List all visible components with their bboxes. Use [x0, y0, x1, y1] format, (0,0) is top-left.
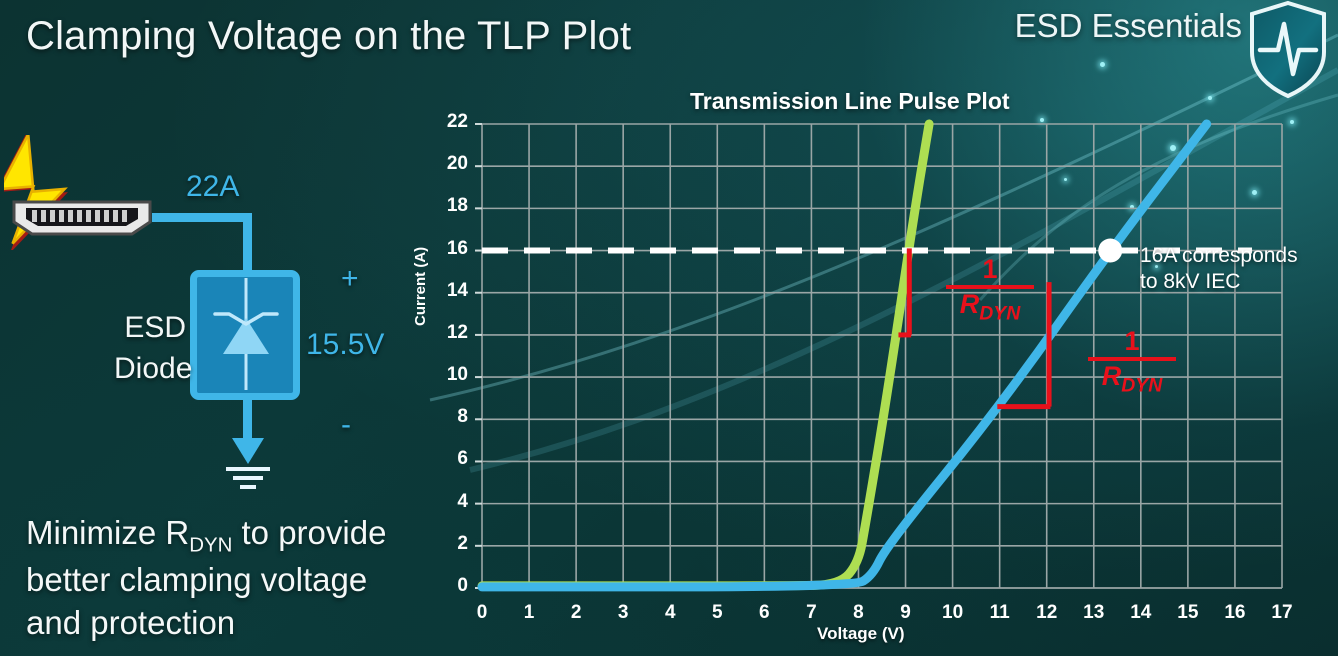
series-high-rdyn-device	[477, 119, 1212, 592]
takeaway-line-2: better clamping voltage	[26, 561, 368, 599]
takeaway-line-1: Minimize RDYN to provide	[26, 512, 386, 559]
chart-markers	[1098, 238, 1123, 263]
star-decor	[1170, 145, 1176, 151]
chart-series-group	[477, 119, 1212, 592]
series-low-rdyn-device	[477, 119, 934, 591]
page-title: Clamping Voltage on the TLP Plot	[26, 14, 632, 58]
chart-plot-area	[475, 119, 1283, 592]
rdyn-blue-den-sub: DYN	[1121, 374, 1163, 397]
y-tick-label: 4	[457, 490, 468, 512]
x-tick-label: 17	[1271, 602, 1293, 623]
device-label-line1: ESD	[124, 311, 186, 344]
x-tick-label: 14	[1130, 602, 1152, 623]
y-tick-label: 14	[446, 279, 468, 301]
rdyn-blue-den-main: R	[1101, 361, 1122, 391]
star-decor	[1155, 265, 1158, 268]
lightning-bolt-icon	[4, 135, 69, 250]
x-tick-label: 4	[664, 602, 676, 623]
star-decor	[1252, 190, 1257, 195]
rdyn-blue-fraction-bar	[1088, 357, 1176, 361]
polarity-minus-label: -	[341, 408, 351, 441]
chart-title: Transmission Line Pulse Plot	[690, 88, 1010, 114]
y-tick-label: 8	[457, 406, 468, 428]
x-tick-label: 5	[711, 602, 723, 623]
polarity-plus-label: +	[341, 262, 359, 295]
rdyn-green-numerator: 1	[982, 254, 998, 284]
x-tick-label: 10	[942, 602, 964, 623]
takeaway-text: Minimize RDYN to provide better clamping…	[26, 512, 386, 645]
y-tick-label: 16	[446, 237, 468, 259]
chart-x-axis-label: Voltage (V)	[817, 624, 905, 643]
hdmi-connector-icon	[12, 200, 152, 236]
wire-vertical-bottom	[243, 398, 252, 450]
x-tick-label: 15	[1177, 602, 1199, 623]
y-tick-label: 22	[446, 111, 468, 132]
x-tick-label: 3	[617, 602, 629, 623]
shield-heartbeat-icon	[1250, 0, 1326, 99]
star-decor	[1290, 120, 1294, 124]
clamping-point-marker	[1098, 238, 1123, 263]
x-tick-label: 13	[1083, 602, 1105, 623]
star-decor	[1130, 205, 1134, 209]
x-tick-label: 11	[989, 602, 1010, 623]
y-tick-label: 12	[446, 321, 468, 343]
star-decor	[1100, 62, 1105, 67]
x-tick-label: 8	[853, 602, 864, 623]
iec-annotation-line1: 16A corresponds	[1140, 244, 1298, 267]
y-tick-label: 0	[457, 575, 468, 596]
wire-horizontal	[152, 213, 252, 222]
x-tick-label: 2	[570, 602, 582, 623]
x-tick-label: 9	[900, 602, 911, 623]
iec-annotation-line2: to 8kV IEC	[1140, 269, 1241, 293]
device-label: ESD Diode	[114, 308, 193, 389]
wire-vertical-top	[243, 213, 252, 273]
rdyn-green-den-sub: DYN	[979, 302, 1021, 325]
brand-label: ESD Essentials	[1014, 7, 1242, 44]
rdyn-slope-blue-label: 1 RDYN	[1088, 328, 1176, 396]
x-tick-label: 12	[1036, 602, 1058, 623]
star-decor	[1064, 178, 1067, 181]
x-tick-label: 1	[523, 602, 535, 623]
rdyn-blue-denominator: RDYN	[1088, 362, 1176, 396]
rdyn-green-denominator: RDYN	[946, 290, 1034, 324]
takeaway-line-3: and protection	[26, 604, 236, 642]
takeaway-line-1-b: to provide	[232, 514, 387, 551]
star-decor	[1040, 118, 1044, 122]
voltage-label: 15.5V	[306, 328, 385, 361]
y-tick-label: 18	[446, 195, 468, 217]
iec-annotation: 16A corresponds to 8kV IEC	[1140, 243, 1298, 294]
tvs-diode-symbol	[213, 278, 279, 390]
tlp-chart: Transmission Line Pulse Plot Current (A)…	[412, 88, 1338, 656]
rdyn-green-den-main: R	[959, 289, 980, 319]
rdyn-blue-numerator: 1	[1124, 326, 1140, 356]
current-label: 22A	[186, 170, 240, 203]
star-decor	[1208, 96, 1212, 100]
takeaway-line-1-a: Minimize R	[26, 514, 190, 551]
x-tick-label: 0	[476, 602, 488, 623]
y-tick-label: 2	[457, 532, 468, 554]
chart-slope-indicators	[898, 248, 1052, 410]
x-tick-label: 16	[1224, 602, 1246, 623]
esd-protection-circuit: 22A ESD Diode 15.5V + -	[0, 135, 430, 500]
y-tick-label: 20	[446, 153, 468, 175]
rdyn-green-fraction-bar	[946, 285, 1034, 289]
takeaway-subscript: DYN	[189, 533, 233, 557]
device-label-line2: Diode	[114, 351, 193, 385]
x-tick-label: 7	[806, 602, 817, 623]
ground-symbol-icon	[226, 438, 270, 489]
y-tick-label: 6	[457, 448, 468, 470]
x-tick-label: 6	[759, 602, 770, 623]
y-tick-label: 10	[446, 364, 468, 386]
rdyn-slope-green-label: 1 RDYN	[946, 256, 1034, 324]
